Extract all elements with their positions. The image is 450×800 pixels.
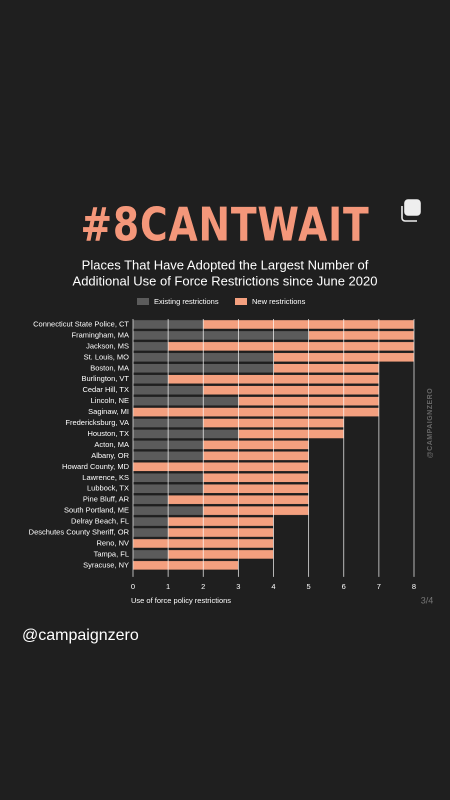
x-tick-label: 7 — [377, 582, 381, 591]
bar-segment — [132, 429, 239, 439]
x-tick-label: 5 — [307, 582, 311, 591]
bar-segment — [132, 549, 169, 560]
y-tick-label: Howard County, MD — [62, 462, 130, 471]
y-tick-label: Delray Beach, FL — [71, 517, 129, 526]
bar-segment — [132, 374, 169, 384]
y-tick-label: Boston, MA — [90, 363, 129, 372]
y-tick-label: Cedar Hill, TX — [82, 385, 129, 394]
watermark: @CAMPAIGNZERO — [427, 388, 434, 458]
y-tick-label: Lincoln, NE — [91, 396, 129, 405]
x-tick-label: 1 — [166, 582, 170, 591]
y-tick-label: Jackson, MS — [86, 341, 129, 350]
bar-segment — [132, 407, 380, 417]
bar-segment — [203, 440, 309, 450]
x-tick-label: 4 — [271, 582, 275, 591]
bar-segment — [167, 516, 274, 527]
x-tick-label: 0 — [131, 582, 135, 591]
bar-segment — [308, 330, 415, 341]
bar-segment — [203, 451, 309, 461]
subtitle: Places That Have Adopted the Largest Num… — [82, 257, 369, 272]
bar-segment — [238, 429, 344, 439]
bar-segment — [203, 385, 380, 395]
y-tick-label: Fredericksburg, VA — [65, 418, 129, 427]
y-tick-label: Connecticut State Police, CT — [33, 319, 129, 328]
legend-label: New restrictions — [252, 297, 306, 306]
x-tick-label: 8 — [412, 582, 416, 591]
bar-segment — [132, 527, 169, 538]
x-tick-label: 2 — [201, 582, 205, 591]
copy-icon[interactable] — [401, 199, 421, 222]
x-tick-label: 3 — [236, 582, 240, 591]
bar-segment — [132, 330, 309, 341]
y-tick-label: Lubbock, TX — [87, 484, 129, 493]
bar-segment — [203, 505, 309, 516]
x-tick-label: 6 — [342, 582, 346, 591]
bar-segment — [167, 527, 274, 538]
y-tick-label: Tampa, FL — [94, 549, 129, 558]
legend-swatch — [137, 298, 149, 305]
y-tick-label: Acton, MA — [94, 440, 129, 449]
y-tick-label: Burlington, VT — [81, 374, 129, 383]
y-tick-label: Houston, TX — [87, 429, 129, 438]
bar-segment — [132, 462, 309, 472]
legend-label: Existing restrictions — [154, 297, 219, 306]
y-tick-label: Pine Bluff, AR — [83, 495, 130, 504]
y-tick-label: Syracuse, NY — [83, 560, 129, 569]
page-indicator: 3/4 — [421, 595, 434, 605]
y-tick-label: South Portland, ME — [64, 506, 129, 515]
chart-title: #8CANTWAIT — [81, 198, 370, 252]
bar-segment — [203, 484, 309, 494]
x-axis-label: Use of force policy restrictions — [131, 596, 231, 605]
y-tick-label: St. Louis, MO — [84, 352, 130, 361]
y-tick-label: Albany, OR — [91, 451, 129, 460]
y-tick-label: Framingham, MA — [71, 330, 129, 339]
handle: @campaignzero — [22, 627, 139, 644]
subtitle: Additional Use of Force Restrictions sin… — [73, 273, 378, 288]
y-tick-label: Reno, NV — [96, 538, 129, 547]
bar-segment — [167, 549, 274, 560]
bar-segment — [167, 341, 415, 352]
y-tick-label: Lawrence, KS — [82, 473, 129, 482]
legend-swatch — [235, 298, 247, 305]
bar-segment — [132, 516, 169, 527]
y-tick-label: Deschutes County Sheriff, OR — [29, 528, 130, 537]
bar-segment — [132, 494, 169, 505]
bar-segment — [203, 473, 309, 483]
bar-segment — [132, 396, 239, 406]
bar-segment — [132, 560, 239, 571]
bar-segment — [273, 363, 380, 373]
bar-segment — [132, 341, 169, 352]
y-tick-label: Saginaw, MI — [88, 407, 129, 416]
